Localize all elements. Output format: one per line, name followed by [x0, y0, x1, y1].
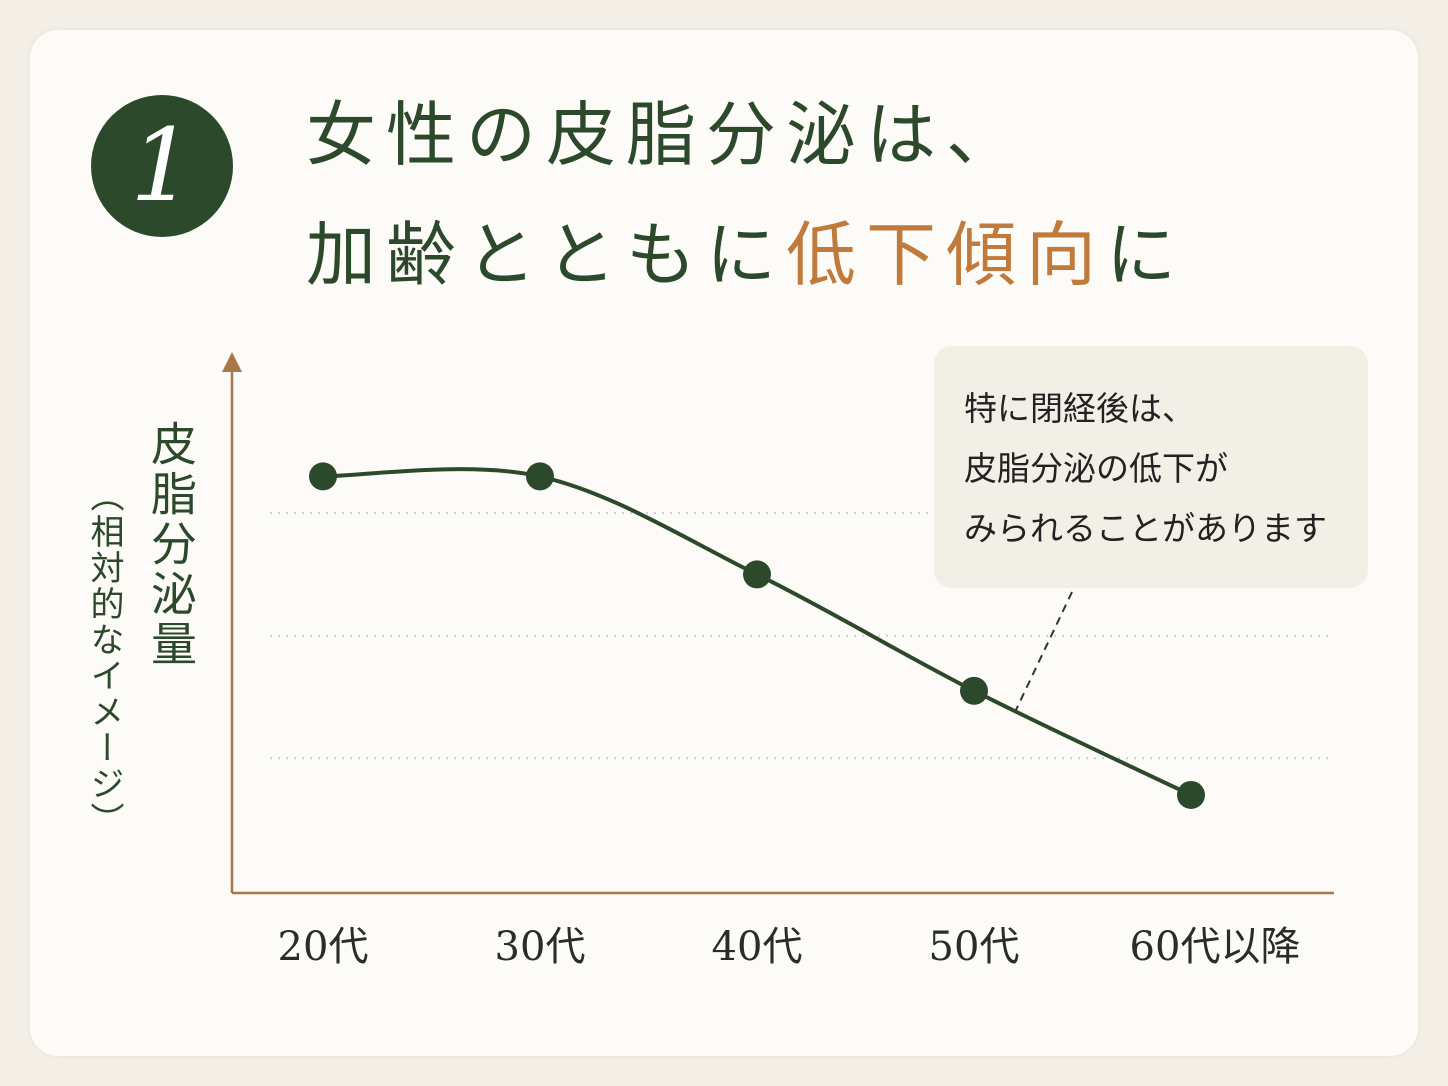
callout-text: みられることがあります — [964, 509, 1327, 548]
title-line: 女性の皮脂分泌は、 — [306, 94, 1026, 176]
title-highlight: 低下傾向 — [786, 214, 1106, 296]
x-tick-label: 30代 — [495, 924, 586, 970]
data-point — [526, 462, 554, 491]
x-tick-label: 40代 — [712, 924, 803, 970]
callout: 特に閉経後は、 皮脂分泌の低下がみられることがあります — [934, 346, 1368, 588]
title-part: 加齢とともに — [306, 214, 786, 296]
title-line: 加齢とともに低下傾向に — [306, 220, 1186, 290]
axis-arrow — [222, 352, 242, 372]
data-point — [960, 676, 988, 705]
data-point — [743, 560, 771, 589]
callout-text: 特に閉経後は、 — [964, 389, 1195, 428]
x-tick-label: 50代 — [929, 924, 1020, 970]
y-axis-label: 皮脂分泌量 — [144, 420, 198, 670]
x-tick-label: 20代 — [278, 924, 369, 970]
callout-text: 皮脂分泌の低下が — [964, 449, 1228, 488]
data-point — [1177, 780, 1205, 809]
y-axis-note: （相対的なイメージ） — [84, 478, 124, 838]
x-tick-label: 60代以降 — [1130, 924, 1301, 970]
title-part: に — [1106, 214, 1186, 296]
badge: 1 — [91, 95, 233, 237]
callout-pointer — [1014, 591, 1073, 713]
data-point — [309, 462, 337, 491]
